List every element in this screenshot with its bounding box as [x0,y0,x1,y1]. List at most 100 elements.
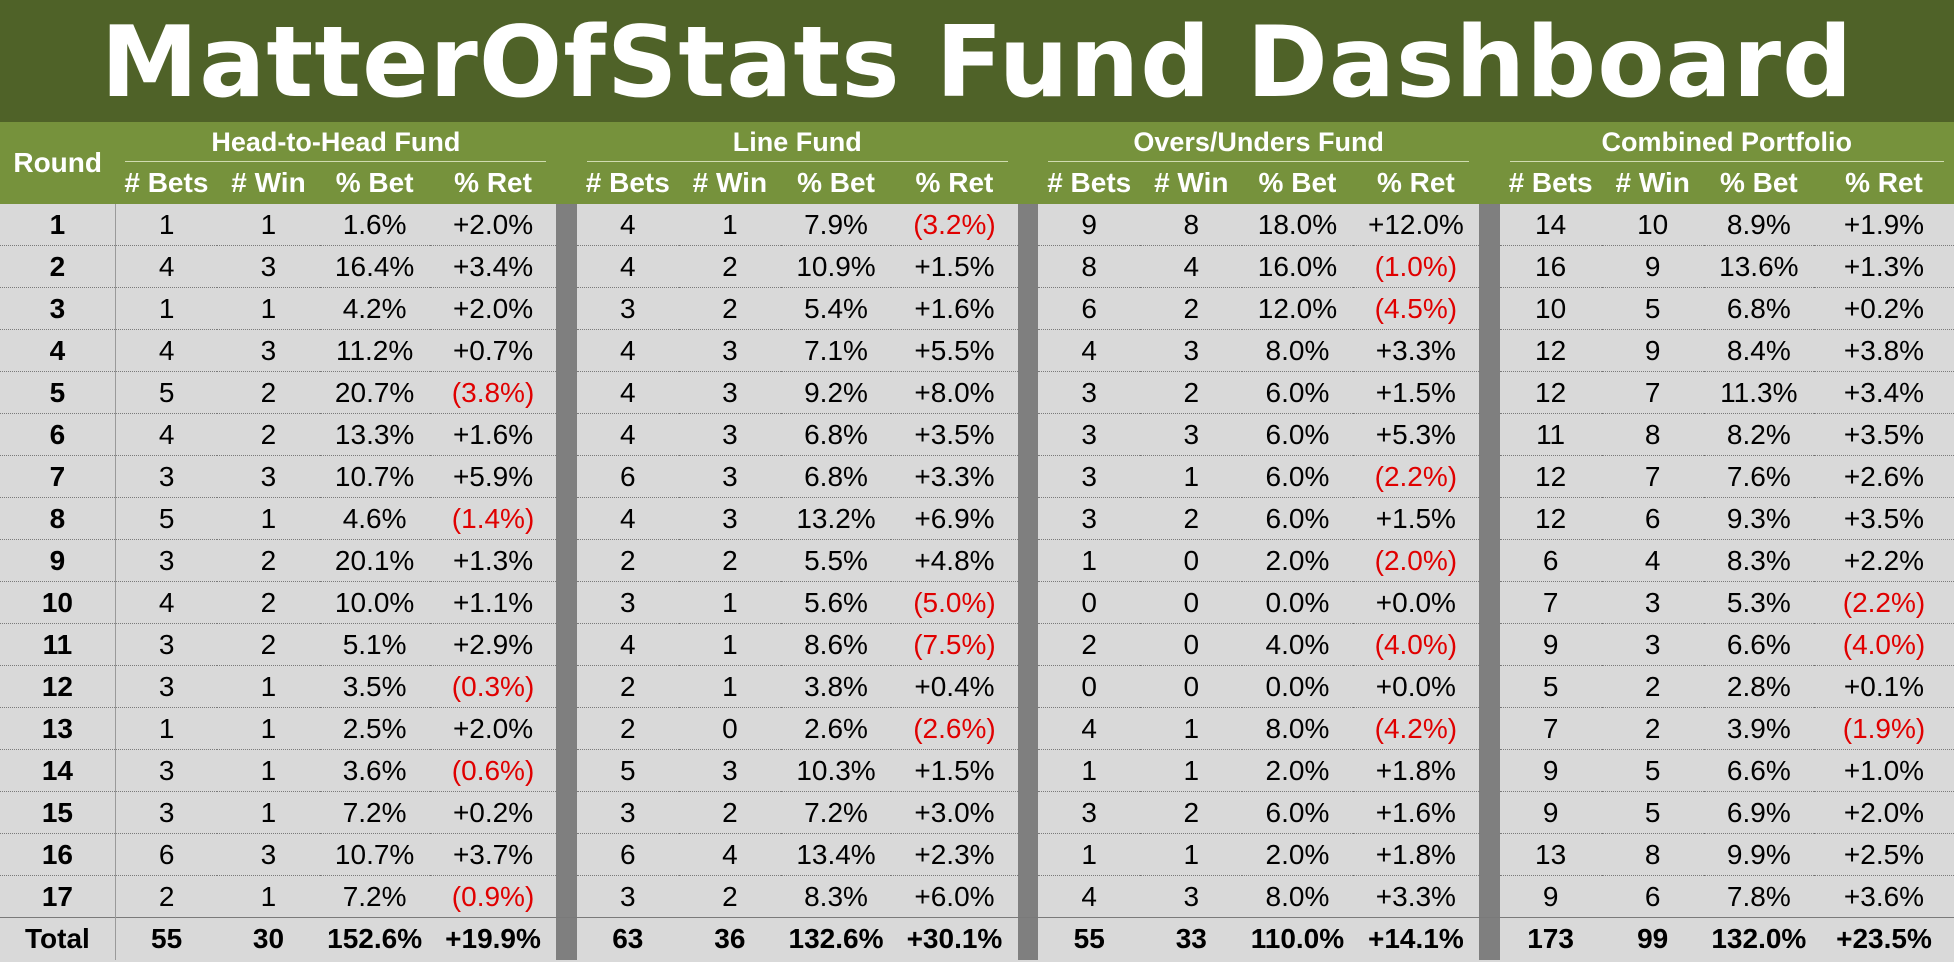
pct-bet-cell: 12.0% [1242,287,1353,330]
col-pct-ret: % Ret [1813,162,1954,204]
fund-separator [1479,204,1500,246]
table-row: 1 1 1 1.6% +2.0% 4 1 7.9% (3.2%) 9 8 18.0% +12.0% 14 1… [0,204,1954,246]
pct-bet-cell: 10.7% [319,455,430,498]
bets-cell: 14 [1499,204,1602,246]
pct-bet-cell: 152.6% [319,917,430,960]
bets-cell: 4 [576,329,679,372]
fund-separator [1479,413,1500,456]
pct-ret-cell: +1.1% [429,581,557,624]
bets-cell: 1 [115,287,218,330]
fund-separator [556,791,577,834]
pct-ret-cell: (4.0%) [1352,623,1480,666]
pct-bet-cell: 8.9% [1703,204,1814,246]
win-cell: 3 [1140,329,1243,372]
col-win: # Win [1601,162,1704,204]
fund-separator [556,581,577,624]
win-cell: 5 [1601,749,1704,792]
fund-separator [1017,749,1039,792]
win-cell: 2 [678,539,781,582]
win-cell: 1 [1140,455,1243,498]
pct-ret-cell: +6.0% [891,875,1018,918]
bets-cell: 6 [1499,539,1602,582]
table-row: 8 5 1 4.6% (1.4%) 4 3 13.2% +6.9% 3 2 6.0% +1.5% 12 6 9… [0,497,1954,540]
col-win: # Win [678,162,781,204]
pct-ret-cell: +2.2% [1813,539,1954,582]
bets-cell: 12 [1499,497,1602,540]
pct-bet-cell: 5.1% [319,623,430,666]
pct-ret-cell: (1.4%) [429,497,557,540]
fund-separator [556,245,577,288]
bets-cell: 3 [115,665,218,708]
fund-separator [1479,329,1500,372]
bets-cell: 6 [115,833,218,876]
bets-cell: 4 [1038,875,1141,918]
pct-ret-cell: +1.5% [1352,371,1480,414]
win-cell: 6 [1601,497,1704,540]
fund-separator [1479,917,1500,960]
fund-separator [1017,287,1039,330]
pct-ret-cell: +23.5% [1813,917,1954,960]
pct-ret-cell: (1.0%) [1352,245,1480,288]
win-cell: 10 [1601,204,1704,246]
bets-cell: 8 [1038,245,1141,288]
fund-separator [556,665,577,708]
fund-separator [1017,497,1039,540]
pct-bet-cell: 7.9% [780,204,892,246]
pct-ret-cell: +0.2% [1813,287,1954,330]
win-cell: 3 [678,371,781,414]
col-pct-ret: % Ret [891,162,1018,204]
pct-bet-cell: 8.0% [1242,707,1353,750]
bets-cell: 7 [1499,581,1602,624]
fund-separator [1479,749,1500,792]
fund-separator [1017,245,1039,288]
win-cell: 1 [678,623,781,666]
win-cell: 36 [678,917,781,960]
fund-separator [556,875,577,918]
win-cell: 4 [1601,539,1704,582]
fund-separator [556,371,577,414]
pct-bet-cell: 6.6% [1703,749,1814,792]
pct-bet-cell: 6.0% [1242,413,1353,456]
win-cell: 33 [1140,917,1243,960]
pct-ret-cell: +3.3% [1352,875,1480,918]
pct-bet-cell: 0.0% [1242,581,1353,624]
fund-separator [1017,875,1039,918]
bets-cell: 173 [1499,917,1602,960]
win-cell: 3 [217,329,320,372]
win-cell: 1 [678,204,781,246]
bets-cell: 4 [576,204,679,246]
win-cell: 2 [1140,497,1243,540]
pct-ret-cell: +30.1% [891,917,1018,960]
fund-separator [1479,665,1500,708]
bets-cell: 5 [1499,665,1602,708]
pct-bet-cell: 110.0% [1242,917,1353,960]
pct-bet-cell: 2.5% [319,707,430,750]
win-cell: 8 [1601,413,1704,456]
bets-cell: 3 [1038,371,1141,414]
dashboard-title: MatterOfStats Fund Dashboard [0,0,1954,122]
pct-bet-cell: 3.5% [319,665,430,708]
bets-cell: 6 [576,833,679,876]
bets-cell: 1 [1038,749,1141,792]
pct-bet-cell: 8.0% [1242,875,1353,918]
pct-bet-cell: 2.0% [1242,833,1353,876]
win-cell: 3 [1601,623,1704,666]
pct-bet-cell: 2.0% [1242,749,1353,792]
col-bets: # Bets [115,162,218,204]
fund-separator [1479,707,1500,750]
bets-cell: 0 [1038,581,1141,624]
win-cell: 1 [217,497,320,540]
win-cell: 2 [1601,665,1704,708]
win-cell: 7 [1601,371,1704,414]
bets-cell: 3 [1038,497,1141,540]
win-cell: 0 [1140,581,1243,624]
pct-ret-cell: (2.2%) [1352,455,1480,498]
pct-ret-cell: +1.0% [1813,749,1954,792]
fund-separator [1017,413,1039,456]
pct-ret-cell: +3.5% [1813,497,1954,540]
table-row: 14 3 1 3.6% (0.6%) 5 3 10.3% +1.5% 1 1 2.0% +1.8% 9 5 6… [0,749,1954,792]
fund-separator [1017,329,1039,372]
pct-bet-cell: 6.0% [1242,497,1353,540]
win-cell: 2 [678,245,781,288]
pct-bet-cell: 6.6% [1703,623,1814,666]
